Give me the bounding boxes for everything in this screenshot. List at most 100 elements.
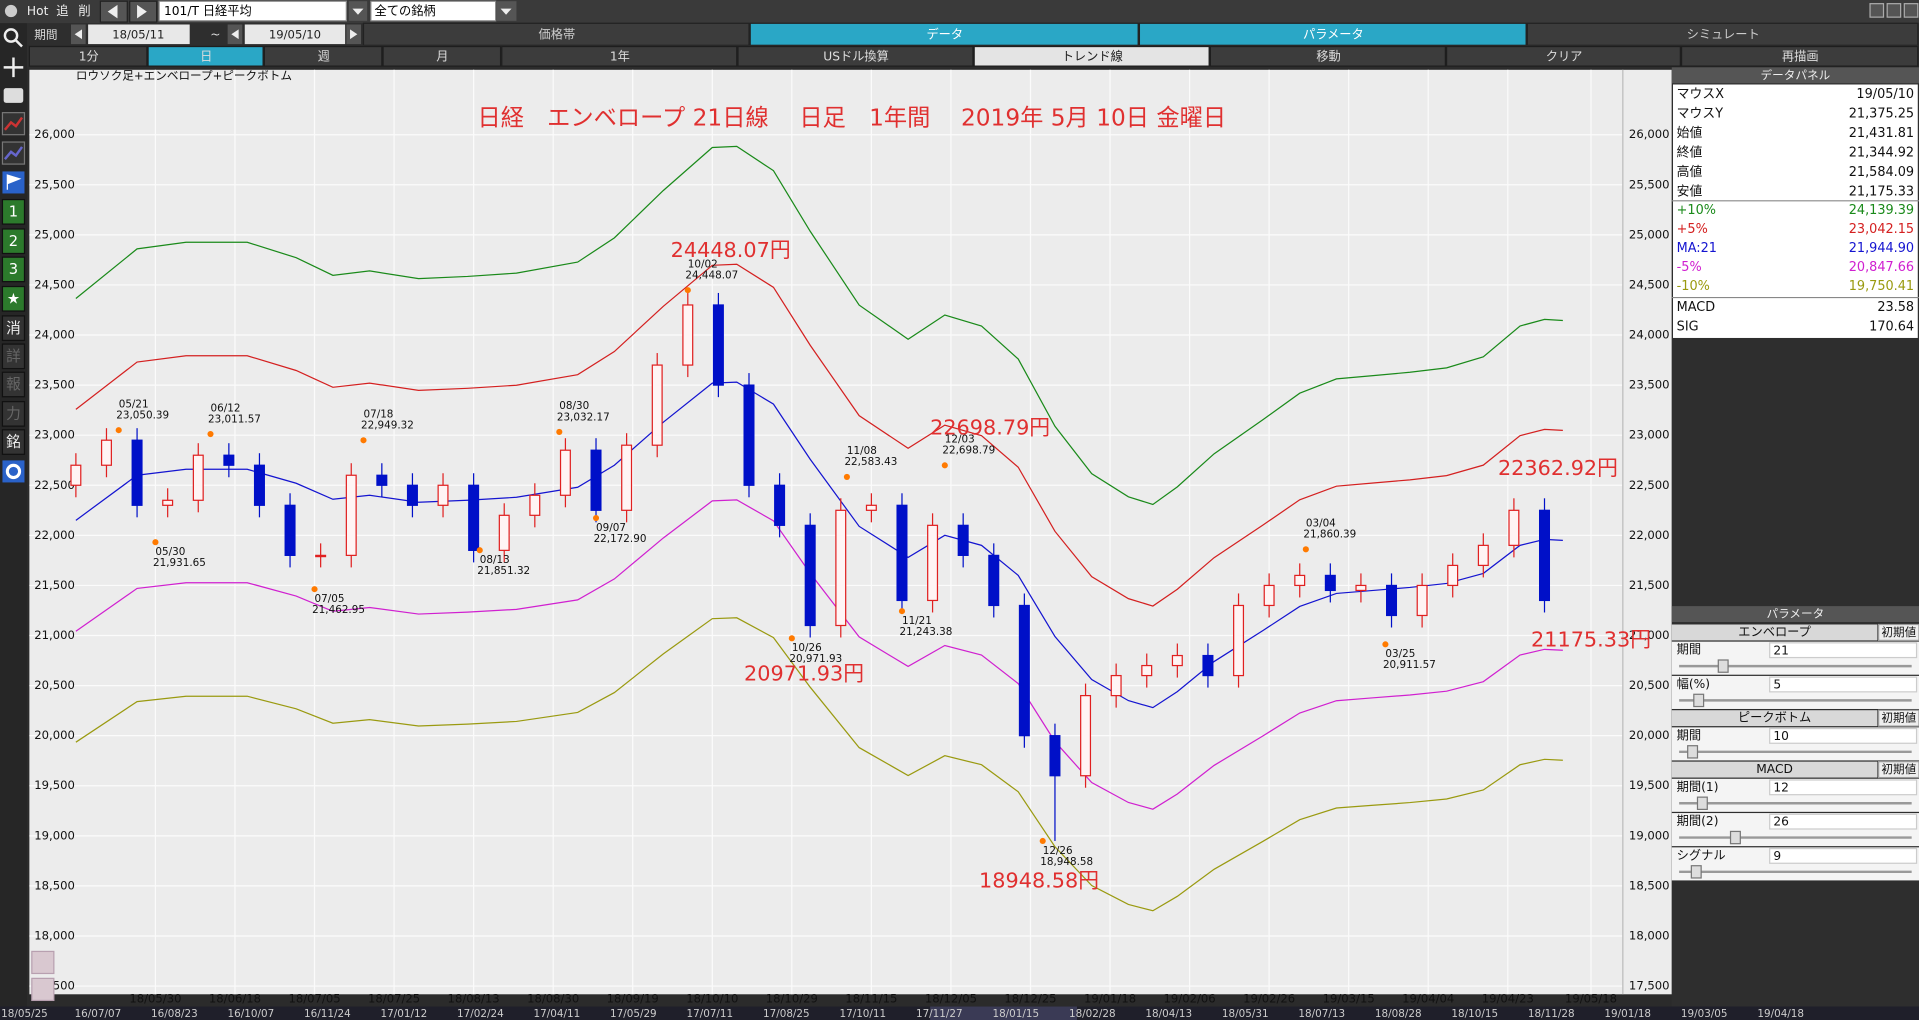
date-box[interactable] bbox=[244, 24, 346, 45]
period-button[interactable] bbox=[263, 45, 383, 67]
data-row-label: +5% bbox=[1677, 222, 1708, 237]
camera-icon[interactable] bbox=[3, 88, 24, 103]
price-annotation: 18948.58円 bbox=[979, 869, 1099, 893]
envelope-line bbox=[75, 499, 1563, 810]
nav-arrow bbox=[350, 29, 358, 40]
reset-button[interactable] bbox=[1878, 761, 1919, 779]
peak-date: 12/26 bbox=[1043, 845, 1073, 857]
peak-marker bbox=[115, 427, 122, 434]
search-icon[interactable] bbox=[3, 28, 19, 43]
candle-body bbox=[1324, 574, 1336, 592]
universe-box[interactable] bbox=[370, 0, 497, 22]
period-button[interactable] bbox=[737, 45, 974, 67]
candle-body bbox=[1416, 584, 1428, 617]
data-row-value: 23,042.15 bbox=[1849, 222, 1914, 237]
window-control[interactable] bbox=[1886, 3, 1902, 18]
field-input[interactable] bbox=[1769, 727, 1918, 744]
timeline-label: 18/07/13 bbox=[1298, 1008, 1345, 1020]
crosshair-icon[interactable] bbox=[3, 57, 24, 78]
faded-icon[interactable] bbox=[31, 977, 55, 1002]
candle-body bbox=[865, 504, 877, 511]
sidebar-button[interactable] bbox=[1, 371, 26, 398]
slider-knob[interactable] bbox=[1687, 745, 1699, 759]
hot-button[interactable]: Hot bbox=[27, 4, 49, 18]
envelope-line bbox=[75, 145, 1563, 506]
reset-label: 初期値 bbox=[1881, 762, 1916, 776]
section-header bbox=[1671, 710, 1878, 727]
slider-knob[interactable] bbox=[1729, 830, 1741, 845]
y-tick-label: 18,000 bbox=[34, 928, 75, 942]
x-tick-label: 18/08/30 bbox=[527, 992, 579, 1006]
y-tick-label: 19,000 bbox=[34, 828, 75, 842]
section-title: ピークボトム bbox=[1738, 711, 1811, 725]
button-label: 1分 bbox=[79, 49, 99, 63]
timeline-label: 18/11/28 bbox=[1528, 1008, 1575, 1020]
slider-knob[interactable] bbox=[1696, 796, 1708, 810]
y-tick-label-right: 17,500 bbox=[1629, 979, 1670, 993]
field-input[interactable] bbox=[1769, 847, 1918, 864]
candle-body bbox=[406, 484, 418, 506]
candle-body bbox=[1141, 664, 1153, 677]
timeline-label: 17/01/12 bbox=[381, 1008, 428, 1020]
y-tick-label: 21,500 bbox=[34, 578, 75, 592]
date-box[interactable] bbox=[88, 24, 190, 45]
peak-value: 20,911.57 bbox=[1383, 659, 1436, 671]
field-input[interactable] bbox=[1769, 642, 1918, 659]
data-row-label: -5% bbox=[1677, 260, 1702, 275]
reset-label: 初期値 bbox=[1881, 711, 1916, 725]
field-input[interactable] bbox=[1769, 676, 1918, 693]
candle-body bbox=[498, 514, 510, 551]
envelope-line bbox=[75, 381, 1563, 709]
field-input[interactable] bbox=[1769, 779, 1918, 796]
field-value: 26 bbox=[1773, 815, 1789, 829]
period-button[interactable] bbox=[28, 45, 148, 67]
period-button[interactable] bbox=[973, 45, 1210, 67]
period-button[interactable] bbox=[1680, 45, 1919, 67]
period-button[interactable] bbox=[147, 45, 264, 67]
flag-icon-bg[interactable] bbox=[2, 171, 25, 194]
sidebar-button[interactable] bbox=[1, 198, 26, 225]
x-tick-label: 18/12/25 bbox=[1004, 992, 1056, 1006]
sidebar-button[interactable] bbox=[1, 228, 26, 255]
timeline-label: 18/01/15 bbox=[992, 1008, 1039, 1020]
field-input[interactable] bbox=[1769, 813, 1918, 830]
reset-button[interactable] bbox=[1878, 709, 1919, 727]
peak-value: 18,948.58 bbox=[1040, 856, 1093, 868]
to-date: 19/05/10 bbox=[269, 27, 321, 41]
y-tick-label: 22,000 bbox=[34, 528, 75, 542]
symbol-box[interactable] bbox=[158, 0, 347, 22]
settings-icon-bg[interactable] bbox=[2, 460, 25, 483]
slider-knob[interactable] bbox=[1693, 693, 1705, 708]
candle-body bbox=[70, 464, 82, 486]
window-control[interactable] bbox=[1903, 3, 1919, 18]
section-header bbox=[1671, 761, 1878, 778]
candle-body bbox=[621, 444, 633, 511]
tilde: ~ bbox=[210, 27, 220, 41]
slider-knob[interactable] bbox=[1717, 659, 1729, 673]
sidebar-button[interactable] bbox=[1, 256, 26, 283]
period-button[interactable] bbox=[1445, 45, 1681, 67]
data-panel-header bbox=[1671, 67, 1919, 84]
button-label: クリア bbox=[1546, 49, 1583, 63]
sidebar-button[interactable] bbox=[1, 401, 26, 427]
data-row-label: マウスY bbox=[1677, 106, 1724, 121]
period-button[interactable] bbox=[501, 45, 738, 67]
peak-marker bbox=[1039, 837, 1046, 845]
sidebar-button[interactable] bbox=[1, 285, 26, 312]
timeline-label: 17/07/11 bbox=[687, 1008, 734, 1020]
add-button[interactable]: 追 bbox=[56, 3, 68, 18]
chart-title: 日経 エンベロープ 21日線 日足 1年間 2019年 5月 10日 金曜日 bbox=[477, 104, 1226, 131]
faded-icon[interactable] bbox=[31, 950, 55, 975]
remove-button[interactable]: 削 bbox=[78, 4, 90, 18]
period-button[interactable] bbox=[1209, 45, 1446, 67]
period-button[interactable] bbox=[382, 45, 502, 67]
x-tick-label: 18/07/05 bbox=[288, 992, 340, 1006]
sidebar-button[interactable] bbox=[1, 315, 26, 342]
peak-marker bbox=[941, 462, 948, 469]
reset-button[interactable] bbox=[1878, 623, 1919, 642]
slider-knob[interactable] bbox=[1690, 865, 1702, 879]
sidebar-button[interactable] bbox=[1, 343, 26, 370]
window-control[interactable] bbox=[1869, 3, 1885, 18]
sidebar-button[interactable] bbox=[1, 429, 26, 455]
data-panel-body bbox=[1673, 84, 1918, 338]
